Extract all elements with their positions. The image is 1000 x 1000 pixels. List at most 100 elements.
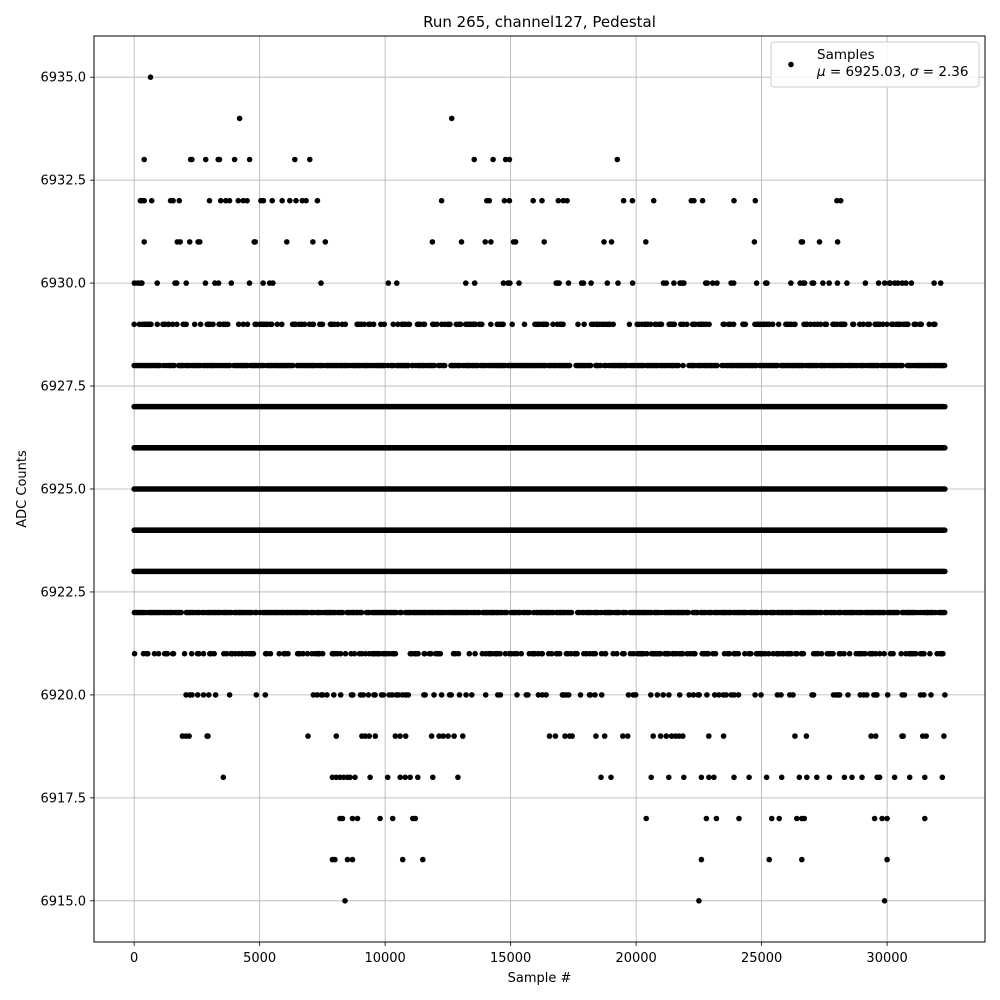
- data-point: [711, 692, 718, 698]
- data-point: [666, 692, 672, 698]
- data-point: [746, 774, 752, 781]
- data-point: [849, 774, 855, 781]
- data-point: [262, 692, 269, 698]
- data-point: [535, 692, 542, 698]
- data-point: [901, 692, 908, 698]
- data-point: [436, 733, 442, 739]
- data-point: [884, 815, 890, 822]
- data-point: [471, 280, 478, 286]
- data-point: [189, 692, 195, 698]
- data-point: [736, 815, 742, 822]
- data-point: [526, 609, 533, 616]
- data-point: [844, 280, 850, 286]
- data-point: [913, 650, 919, 657]
- data-point: [742, 650, 748, 657]
- data-point: [514, 692, 520, 698]
- data-point: [565, 692, 572, 698]
- data-point: [778, 692, 784, 698]
- data-point: [939, 774, 946, 781]
- data-point: [859, 774, 865, 781]
- data-point: [131, 650, 138, 657]
- data-point: [937, 280, 944, 286]
- data-point: [720, 733, 727, 739]
- data-point: [244, 197, 250, 204]
- data-point: [472, 650, 478, 657]
- x-tick-label: 20000: [615, 951, 656, 966]
- legend-stats: μ = 6925.03, σ = 2.36: [816, 64, 968, 80]
- data-point: [792, 321, 798, 328]
- data-point: [488, 239, 494, 245]
- data-point: [810, 280, 817, 286]
- data-point: [151, 650, 158, 657]
- data-point: [276, 650, 283, 657]
- x-tick-label: 30000: [866, 951, 907, 966]
- data-point: [236, 115, 243, 122]
- data-point: [225, 321, 231, 328]
- data-point: [928, 692, 934, 698]
- data-point: [420, 856, 426, 863]
- data-point: [941, 609, 948, 616]
- data-point: [392, 650, 399, 657]
- data-point: [455, 774, 461, 781]
- data-point: [648, 774, 654, 781]
- data-point: [574, 650, 580, 657]
- data-point: [705, 650, 712, 657]
- data-point: [307, 156, 313, 163]
- data-point: [372, 692, 378, 698]
- data-point: [370, 321, 377, 328]
- data-point: [463, 692, 469, 698]
- data-point: [624, 733, 631, 739]
- data-point: [845, 692, 851, 698]
- data-point: [377, 815, 383, 822]
- data-point: [796, 774, 803, 781]
- data-point: [816, 239, 823, 245]
- data-point: [899, 362, 905, 369]
- data-point: [794, 815, 800, 822]
- data-point: [834, 280, 841, 286]
- data-point: [434, 321, 440, 328]
- data-point: [421, 321, 428, 328]
- legend-sigma-symbol: σ: [910, 64, 919, 80]
- data-point: [698, 856, 705, 863]
- data-point: [941, 733, 947, 739]
- data-point: [506, 156, 513, 163]
- data-point: [440, 733, 447, 739]
- data-point: [358, 609, 365, 616]
- data-point: [564, 197, 570, 204]
- data-point: [471, 156, 478, 163]
- data-point: [479, 321, 485, 328]
- data-point: [202, 280, 209, 286]
- x-axis-ticks: 0 5000 10000 15000 20000 25000 30000: [130, 942, 908, 966]
- data-point: [141, 156, 147, 163]
- data-point: [753, 280, 760, 286]
- data-point: [301, 321, 308, 328]
- data-point: [614, 650, 620, 657]
- data-point: [706, 774, 712, 781]
- data-point: [788, 280, 794, 286]
- data-point: [666, 774, 672, 781]
- data-point: [704, 692, 710, 698]
- data-point: [500, 280, 507, 286]
- data-point: [887, 280, 893, 286]
- y-tick-label: 6920.0: [41, 688, 87, 703]
- data-point: [556, 280, 562, 286]
- data-point: [800, 650, 807, 657]
- data-point: [587, 692, 594, 698]
- y-tick-label: 6930.0: [41, 277, 87, 292]
- y-tick-label: 6917.5: [41, 791, 87, 806]
- legend-label: Samples: [817, 47, 875, 63]
- data-point: [730, 321, 737, 328]
- data-point: [319, 321, 326, 328]
- legend-mu-value: = 6925.03,: [826, 64, 910, 80]
- data-point: [231, 156, 238, 163]
- data-point: [431, 362, 438, 369]
- data-point: [884, 856, 890, 863]
- data-point: [735, 650, 742, 657]
- data-point: [422, 650, 428, 657]
- data-point: [764, 280, 770, 286]
- data-point: [154, 321, 161, 328]
- data-point: [507, 280, 513, 286]
- data-point: [769, 321, 776, 328]
- data-point: [647, 321, 654, 328]
- data-point: [684, 321, 690, 328]
